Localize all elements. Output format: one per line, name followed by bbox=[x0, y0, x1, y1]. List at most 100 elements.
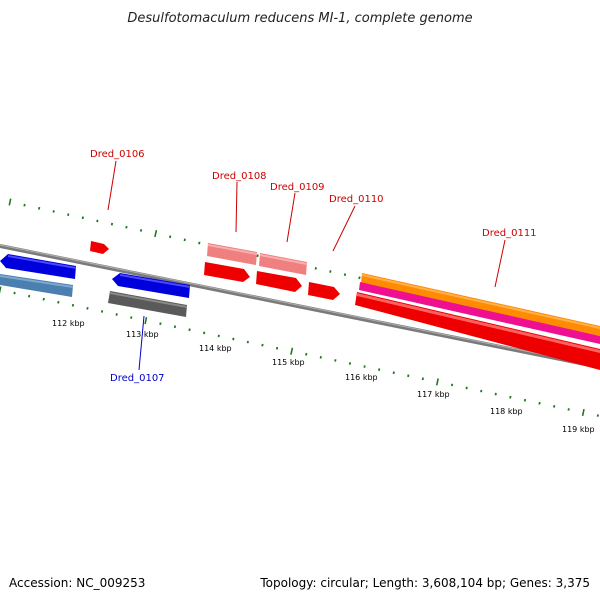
gene-dred-0111-orange-shine bbox=[362, 274, 600, 329]
minor-tick bbox=[275, 346, 279, 350]
minor-tick bbox=[52, 210, 55, 213]
gene-dred-0107-arrow[interactable] bbox=[112, 273, 190, 298]
gene-dred-0109-bar-shine bbox=[260, 254, 307, 265]
tick-label-117: 117 kbp bbox=[417, 390, 450, 399]
gene-dred-0109-arrow[interactable] bbox=[256, 271, 302, 292]
genome-backbone bbox=[0, 244, 600, 369]
minor-tick bbox=[38, 206, 41, 210]
minor-tick bbox=[378, 368, 381, 371]
gene-label-dred-0109[interactable]: Dred_0109 bbox=[270, 182, 325, 193]
minor-tick bbox=[334, 359, 337, 362]
gene-labels: Dred_0106 Dred_0107 Dred_0108 Dred_0109 … bbox=[90, 149, 537, 384]
minor-tick bbox=[538, 401, 541, 405]
gene-label-dred-0110[interactable]: Dred_0110 bbox=[329, 194, 384, 205]
inner-tick-ring bbox=[0, 286, 599, 417]
minor-tick bbox=[198, 241, 201, 245]
gene-label-dred-0111[interactable]: Dred_0111 bbox=[482, 228, 537, 239]
gene-dred-0111-red-shine bbox=[357, 293, 600, 353]
minor-tick bbox=[246, 340, 249, 344]
gene-dred-0108-bar-shine bbox=[208, 244, 257, 255]
minor-tick bbox=[348, 362, 352, 365]
gene-dred-0107-grey-shine bbox=[110, 292, 187, 308]
gene-steelblue-bar-shine bbox=[0, 275, 73, 288]
minor-tick bbox=[13, 291, 16, 295]
gene-dred-0106-arrow[interactable] bbox=[90, 241, 109, 254]
gene-dred-0108-arrow[interactable] bbox=[204, 262, 250, 282]
major-tick bbox=[8, 198, 12, 206]
minor-tick bbox=[509, 395, 512, 399]
minor-tick bbox=[329, 270, 332, 273]
minor-tick bbox=[421, 377, 424, 381]
minor-tick bbox=[494, 392, 497, 396]
tick-label-119: 119 kbp bbox=[562, 425, 595, 434]
gene-dred-0109-bar[interactable] bbox=[259, 253, 307, 275]
tick-label-115: 115 kbp bbox=[272, 358, 305, 367]
minor-tick bbox=[232, 337, 235, 341]
callout-dred-0111 bbox=[494, 239, 506, 288]
topology-text: Topology: circular; Length: 3,608,104 bp… bbox=[260, 576, 590, 590]
minor-tick bbox=[256, 254, 259, 258]
minor-tick bbox=[81, 216, 84, 220]
gene-blue-arrow-left[interactable] bbox=[0, 254, 76, 279]
minor-tick bbox=[139, 229, 143, 232]
minor-tick bbox=[42, 297, 45, 301]
minor-tick bbox=[358, 276, 361, 280]
minor-tick bbox=[305, 352, 308, 356]
minor-tick bbox=[100, 310, 104, 313]
minor-tick bbox=[596, 414, 599, 417]
minor-tick bbox=[314, 267, 317, 270]
minor-tick bbox=[115, 313, 118, 316]
major-tick bbox=[144, 317, 148, 325]
callout-dred-0110 bbox=[332, 205, 356, 252]
minor-tick bbox=[86, 307, 89, 310]
gene-dred-0108-bar[interactable] bbox=[207, 243, 257, 265]
minor-tick bbox=[343, 273, 347, 276]
minor-tick bbox=[125, 225, 128, 229]
minor-tick bbox=[169, 235, 172, 239]
major-tick bbox=[290, 347, 294, 355]
gene-label-dred-0108[interactable]: Dred_0108 bbox=[212, 171, 267, 182]
major-tick bbox=[0, 286, 2, 294]
minor-tick bbox=[407, 374, 410, 378]
minor-tick bbox=[23, 203, 26, 207]
minor-tick bbox=[203, 331, 206, 335]
minor-tick bbox=[188, 328, 191, 332]
gene-dred-0107-shine bbox=[120, 274, 190, 288]
genome-backbone-highlight bbox=[0, 244, 600, 367]
callout-dred-0106 bbox=[107, 160, 117, 211]
minor-tick bbox=[523, 398, 527, 402]
callout-dred-0107 bbox=[138, 315, 145, 371]
tick-label-114: 114 kbp bbox=[199, 344, 232, 353]
minor-tick bbox=[67, 213, 70, 216]
minor-tick bbox=[261, 343, 264, 347]
gene-dred-0110-arrow[interactable] bbox=[308, 282, 340, 300]
minor-tick bbox=[71, 303, 75, 307]
minor-tick bbox=[553, 405, 556, 408]
minor-tick bbox=[28, 294, 31, 298]
map-title: Desulfotomaculum reducens MI-1, complete… bbox=[127, 11, 472, 26]
gene-dred-0111-magenta-bar[interactable] bbox=[359, 282, 600, 344]
major-tick bbox=[435, 378, 439, 386]
minor-tick bbox=[392, 371, 395, 375]
minor-tick bbox=[217, 334, 220, 338]
minor-tick bbox=[567, 408, 570, 411]
tick-label-118: 118 kbp bbox=[490, 407, 523, 416]
callout-dred-0109 bbox=[286, 192, 296, 243]
callout-dred-0108 bbox=[235, 181, 238, 233]
minor-tick bbox=[110, 222, 114, 226]
gene-blue-arrow-left-shine bbox=[8, 255, 76, 269]
gene-label-dred-0106[interactable]: Dred_0106 bbox=[90, 149, 145, 160]
major-tick bbox=[154, 230, 158, 238]
minor-tick bbox=[130, 316, 133, 319]
major-tick bbox=[581, 408, 585, 417]
gene-dred-0107-grey-bar[interactable] bbox=[108, 291, 187, 317]
gene-dred-0111-red-bar[interactable] bbox=[355, 292, 600, 370]
minor-tick bbox=[450, 383, 454, 387]
gene-features bbox=[0, 241, 600, 370]
minor-tick bbox=[480, 389, 483, 393]
gene-label-dred-0107[interactable]: Dred_0107 bbox=[110, 373, 165, 384]
tick-label-116: 116 kbp bbox=[345, 373, 378, 382]
tick-label-112: 112 kbp bbox=[52, 319, 85, 328]
label-callouts bbox=[107, 160, 506, 371]
